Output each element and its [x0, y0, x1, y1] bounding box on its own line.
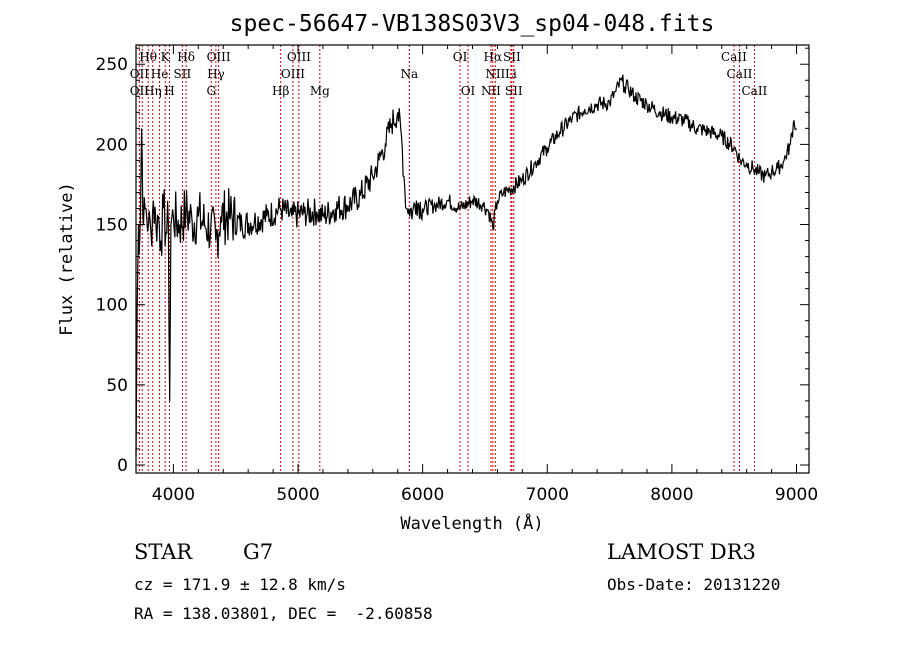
x-tick-label: 9000: [775, 485, 818, 505]
survey-name: LAMOST DR3: [607, 540, 756, 564]
x-tick-label: 4000: [152, 485, 195, 505]
line-label: Mg: [310, 84, 330, 98]
x-tick-label: 8000: [650, 485, 693, 505]
y-tick-label: 250: [96, 55, 128, 75]
x-tick-label: 7000: [526, 485, 569, 505]
line-label: CaII: [741, 84, 767, 98]
x-tick-label: 5000: [276, 485, 319, 505]
x-axis-label: Wavelength (Å): [400, 512, 543, 534]
line-label: CaII: [721, 50, 747, 64]
line-label: Hγ: [207, 67, 225, 81]
line-label: Hα: [484, 50, 503, 64]
x-axis-ticks: 4000 5000 6000 7000 8000 9000: [152, 45, 818, 505]
plot-frame: [135, 44, 810, 474]
y-tick-label: 200: [96, 135, 128, 155]
line-label: NII: [481, 84, 501, 98]
object-class: STAR: [134, 540, 193, 564]
object-subclass: G7: [243, 540, 274, 564]
line-label: Na: [400, 67, 418, 81]
line-label: He: [151, 67, 169, 81]
line-label: OIII: [287, 50, 311, 64]
line-label: G: [206, 84, 216, 98]
line-label: Hη: [144, 84, 162, 98]
line-label: CaII: [727, 67, 753, 81]
y-axis-label: Flux (relative): [57, 182, 77, 336]
line-label: OI: [453, 50, 468, 64]
line-label: OI: [461, 84, 476, 98]
line-label: OII: [130, 84, 150, 98]
line-markers: [138, 45, 755, 473]
y-axis-ticks: 0 50 100 150 200 250: [96, 47, 809, 476]
line-label: NII: [485, 67, 505, 81]
line-label: SII: [174, 67, 192, 81]
line-label: SII: [505, 84, 523, 98]
spectrum-line: [135, 74, 797, 458]
line-label: Li: [505, 67, 517, 81]
coordinates: RA = 138.03801, DEC = -2.60858: [134, 604, 433, 623]
y-tick-label: 0: [117, 456, 128, 476]
observation-date: Obs-Date: 20131220: [607, 575, 781, 594]
line-label: OIII: [207, 50, 231, 64]
line-label: SII: [503, 50, 521, 64]
redshift-velocity: cz = 171.9 ± 12.8 km/s: [134, 575, 346, 594]
y-tick-label: 50: [106, 376, 128, 396]
line-label: OIII: [281, 67, 305, 81]
x-tick-label: 6000: [401, 485, 444, 505]
line-label: Hβ: [272, 84, 289, 98]
y-tick-label: 150: [96, 216, 128, 236]
line-label: H: [164, 84, 174, 98]
y-tick-label: 100: [96, 296, 128, 316]
line-label: OII: [130, 67, 150, 81]
chart-title: spec-56647-VB138S03V3_sp04-048.fits: [230, 11, 715, 37]
line-label: Hθ: [139, 50, 157, 64]
line-label: K: [161, 50, 171, 64]
line-label: Hδ: [177, 50, 195, 64]
